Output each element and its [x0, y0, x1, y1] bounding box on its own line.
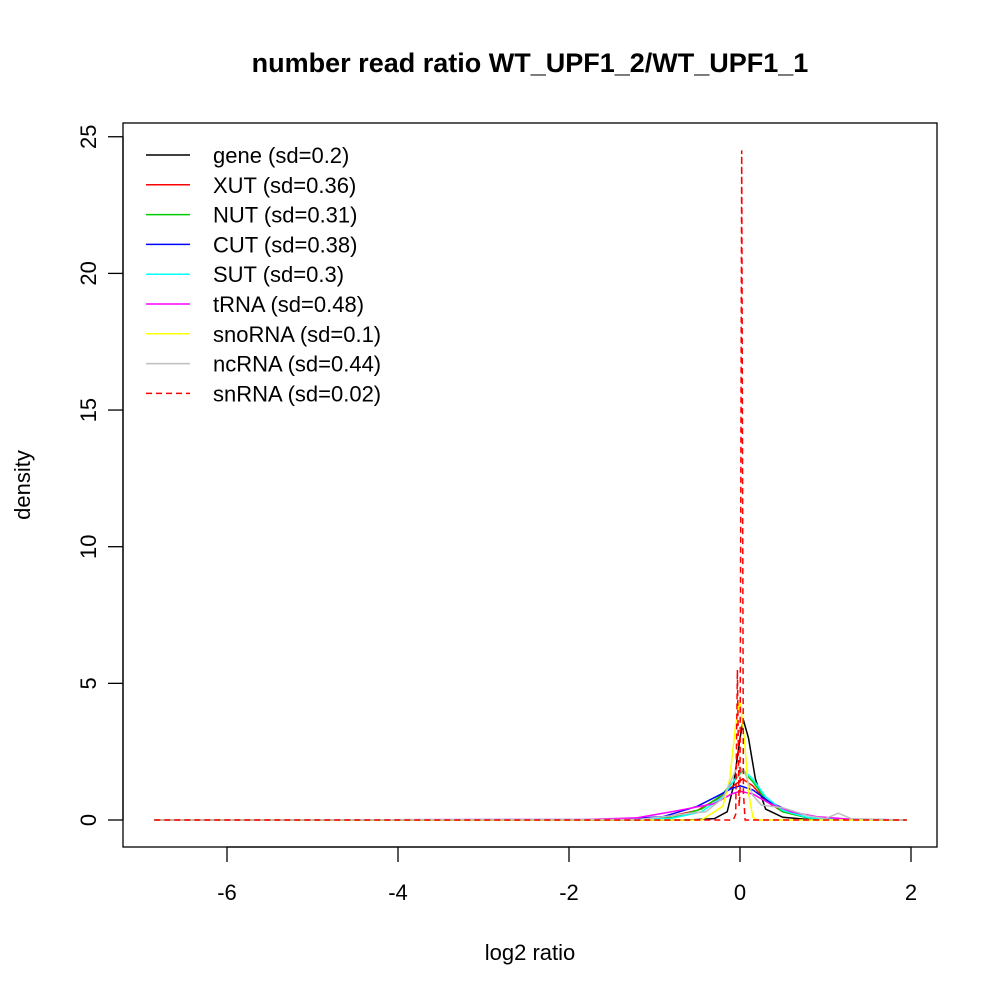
- y-tick-label: 5: [76, 677, 101, 689]
- y-axis: 0 5 10 15 20 25: [76, 125, 124, 826]
- x-tick-label: 0: [734, 880, 746, 905]
- legend-label: snRNA (sd=0.02): [213, 381, 381, 406]
- legend-label: XUT (sd=0.36): [213, 173, 356, 198]
- series-line-7: [154, 765, 907, 821]
- legend: gene (sd=0.2) XUT (sd=0.36) NUT (sd=0.31) C…: [146, 143, 381, 406]
- series-line-8: [154, 150, 907, 821]
- y-tick-label: 10: [76, 534, 101, 558]
- x-tick-label: -6: [217, 880, 237, 905]
- x-tick-label: -4: [388, 880, 408, 905]
- series-lines: [154, 150, 907, 821]
- x-tick-label: 2: [905, 880, 917, 905]
- legend-label: SUT (sd=0.3): [213, 262, 344, 287]
- legend-label: gene (sd=0.2): [213, 143, 349, 168]
- y-tick-label: 15: [76, 398, 101, 422]
- y-axis-label: density: [10, 450, 35, 520]
- chart-title: number read ratio WT_UPF1_2/WT_UPF1_1: [252, 48, 809, 78]
- x-axis-label: log2 ratio: [485, 940, 576, 965]
- x-tick-label: -2: [559, 880, 579, 905]
- x-axis: -6 -4 -2 0 2: [217, 846, 917, 905]
- legend-label: snoRNA (sd=0.1): [213, 322, 381, 347]
- y-tick-label: 0: [76, 814, 101, 826]
- legend-label: NUT (sd=0.31): [213, 203, 357, 228]
- y-tick-label: 20: [76, 261, 101, 285]
- legend-label: CUT (sd=0.38): [213, 232, 357, 257]
- y-tick-label: 25: [76, 125, 101, 149]
- series-line-5: [154, 790, 907, 821]
- series-line-6: [154, 699, 907, 821]
- legend-label: tRNA (sd=0.48): [213, 292, 364, 317]
- legend-label: ncRNA (sd=0.44): [213, 352, 381, 377]
- series-line-0: [154, 719, 907, 821]
